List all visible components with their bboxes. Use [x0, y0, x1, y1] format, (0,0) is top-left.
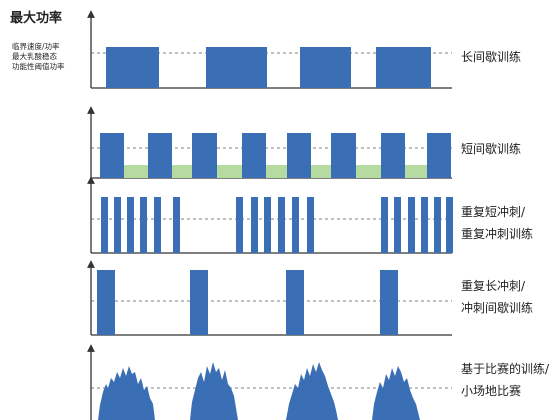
sprint-bar — [381, 197, 388, 253]
sprint-bar — [446, 197, 453, 253]
sprint-bar — [236, 197, 243, 253]
work-bar — [192, 133, 217, 178]
panel-2-label: 短间歇训练 — [461, 141, 521, 156]
work-bar — [381, 133, 405, 178]
sprint-bar — [434, 197, 441, 253]
threshold-label-critical-speed: 临界速度/功率 — [12, 41, 60, 51]
sprint-bar — [264, 197, 271, 253]
sprint-bar — [101, 197, 108, 253]
work-bar — [287, 133, 311, 178]
sprint-bar — [380, 270, 398, 335]
sprint-bar — [154, 197, 161, 253]
sprint-bar — [173, 197, 180, 253]
recovery-bar — [217, 165, 242, 178]
recovery-bar — [405, 165, 427, 178]
work-bar — [206, 47, 267, 88]
sprint-bar — [292, 197, 299, 253]
recovery-bar — [266, 165, 287, 178]
workload-profile — [286, 362, 338, 420]
sprint-bar — [97, 270, 115, 335]
sprint-bar — [286, 270, 304, 335]
sprint-bar — [408, 197, 415, 253]
sprint-bar — [114, 197, 121, 253]
work-bar — [106, 47, 159, 88]
threshold-label-mlss: 最大乳酸稳态 — [12, 51, 57, 61]
work-bar — [427, 133, 451, 178]
panel-long-interval: 长间歇训练 — [87, 10, 521, 89]
recovery-bar — [311, 165, 331, 178]
panel-5-label-line-1: 基于比赛的训练/ — [461, 361, 550, 376]
recovery-bar — [124, 165, 148, 178]
workload-profile — [190, 362, 238, 420]
panel-3-label-line-1: 重复短冲刺/ — [461, 204, 526, 219]
work-bar — [300, 47, 351, 88]
work-bar — [242, 133, 266, 178]
panel-repeated-long-sprint: 重复长冲刺/ 冲刺间歇训练 — [87, 260, 533, 336]
panel-5-label-line-2: 小场地比赛 — [461, 383, 521, 398]
panel-game-based-training: 基于比赛的训练/ 小场地比赛 — [87, 344, 550, 420]
sprint-bar — [421, 197, 428, 253]
sprint-bar — [307, 197, 314, 253]
recovery-bar — [172, 165, 192, 178]
panel-4-label-line-2: 冲刺间歇训练 — [461, 300, 533, 315]
sprint-bar — [251, 197, 258, 253]
panel-short-interval: 短间歇训练 — [87, 106, 521, 179]
panel-3-label-line-2: 重复冲刺训练 — [461, 226, 533, 241]
sprint-bar — [127, 197, 134, 253]
work-bar — [376, 47, 431, 88]
panel-1-label: 长间歇训练 — [461, 49, 521, 64]
workload-profile — [98, 366, 155, 420]
threshold-label-ftp: 功能性阈值功率 — [12, 61, 65, 71]
work-bar — [148, 133, 172, 178]
work-bar — [331, 133, 356, 178]
sprint-bar — [394, 197, 401, 253]
sprint-bar — [140, 197, 147, 253]
sprint-bar — [190, 270, 208, 335]
recovery-bar — [356, 165, 381, 178]
sprint-bar — [278, 197, 285, 253]
workload-profile — [372, 366, 420, 420]
work-bar — [100, 133, 124, 178]
y-axis-title: 最大功率 — [10, 10, 62, 26]
panel-repeated-short-sprint: 重复短冲刺/ 重复冲刺训练 — [87, 176, 533, 254]
panel-4-label-line-1: 重复长冲刺/ — [461, 278, 526, 293]
